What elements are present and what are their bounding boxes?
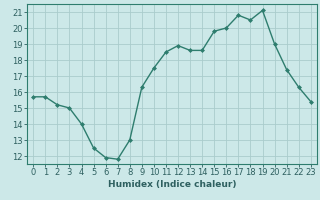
- X-axis label: Humidex (Indice chaleur): Humidex (Indice chaleur): [108, 180, 236, 189]
